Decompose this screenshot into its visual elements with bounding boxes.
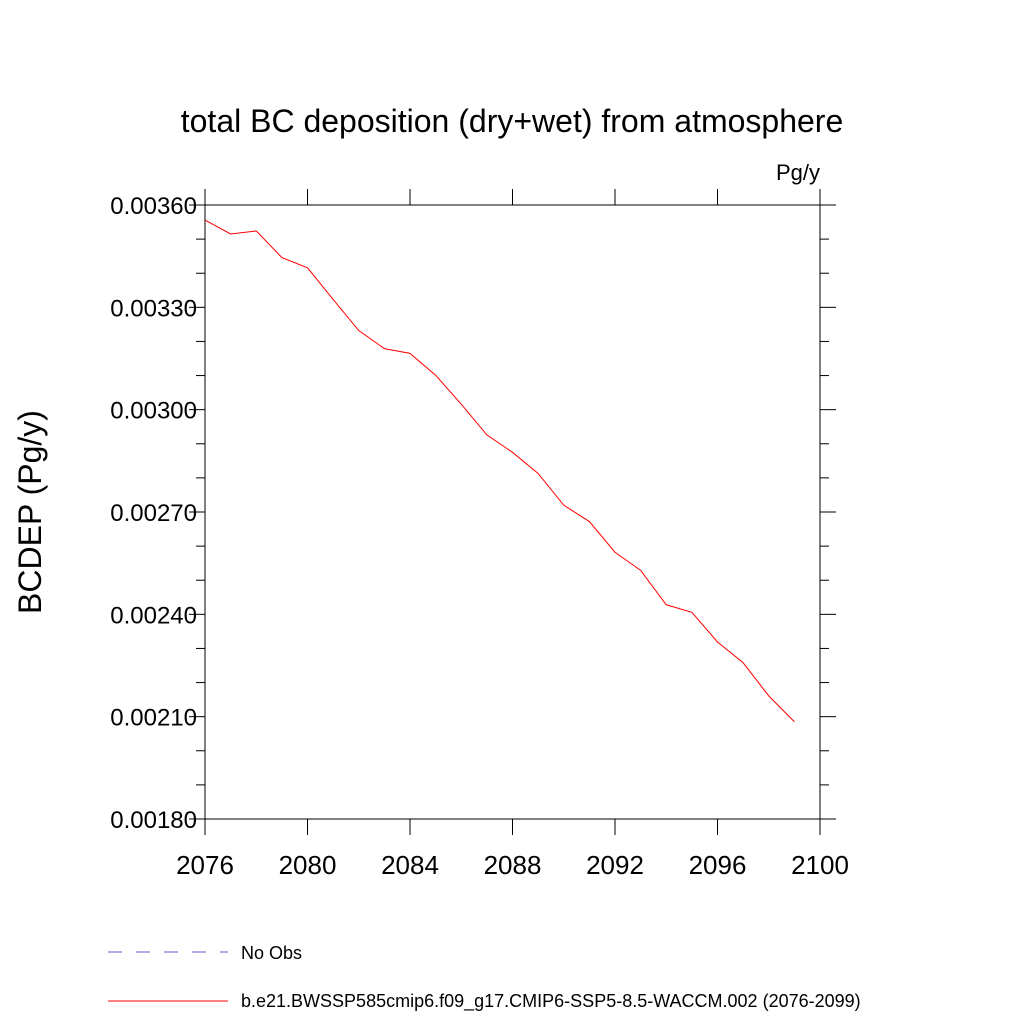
y-tick-label: 0.00360 <box>110 193 197 220</box>
y-tick-label: 0.00300 <box>110 398 197 425</box>
y-tick-label: 0.00210 <box>110 705 197 732</box>
plot-frame <box>204 204 821 820</box>
y-tick-label: 0.00180 <box>110 807 197 834</box>
legend: No Obs b.e21.BWSSP585cmip6.f09_g17.CMIP6… <box>108 943 861 1012</box>
y-axis-label: BCDEP (Pg/y) <box>12 410 48 614</box>
x-tick-label: 2088 <box>484 850 542 880</box>
x-tick-label: 2092 <box>586 850 644 880</box>
series-group <box>204 219 795 723</box>
x-tick-label: 2076 <box>176 850 234 880</box>
x-tick-label: 2084 <box>381 850 439 880</box>
chart-title: total BC deposition (dry+wet) from atmos… <box>181 103 844 139</box>
x-tick-label: 2096 <box>689 850 747 880</box>
legend-label-no-obs: No Obs <box>241 943 302 963</box>
x-tick-labels: 2076 2080 2084 2088 2092 2096 2100 <box>176 850 849 880</box>
units-label: Pg/y <box>776 160 820 185</box>
legend-label-model: b.e21.BWSSP585cmip6.f09_g17.CMIP6-SSP5-8… <box>241 991 861 1012</box>
axis-ticks <box>189 189 836 835</box>
y-tick-label: 0.00240 <box>110 602 197 629</box>
series-line <box>204 219 795 723</box>
x-tick-label: 2100 <box>791 850 849 880</box>
y-tick-labels: 0.00180 0.00210 0.00240 0.00270 0.00300 0.003… <box>110 193 197 834</box>
x-tick-label: 2080 <box>279 850 337 880</box>
y-tick-label: 0.00270 <box>110 500 197 527</box>
y-tick-label: 0.00330 <box>110 295 197 322</box>
